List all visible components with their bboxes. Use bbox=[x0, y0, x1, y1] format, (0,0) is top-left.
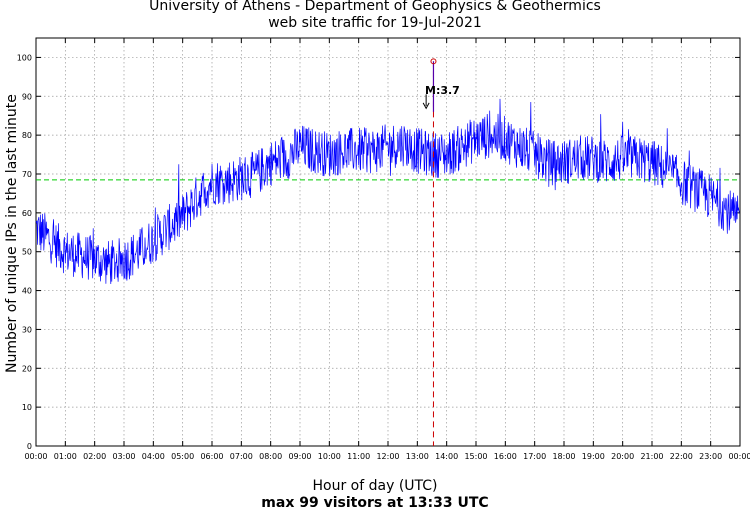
x-tick-label: 14:00 bbox=[435, 452, 458, 461]
y-tick-label: 0 bbox=[27, 442, 32, 451]
x-tick-label: 17:00 bbox=[523, 452, 546, 461]
x-tick-label: 16:00 bbox=[494, 452, 517, 461]
y-tick-label: 10 bbox=[22, 403, 32, 412]
x-tick-label: 03:00 bbox=[112, 452, 135, 461]
x-tick-label: 07:00 bbox=[230, 452, 253, 461]
y-tick-label: 20 bbox=[22, 364, 32, 373]
x-tick-label: 09:00 bbox=[288, 452, 311, 461]
x-tick-label: 18:00 bbox=[552, 452, 575, 461]
y-tick-label: 100 bbox=[17, 53, 32, 62]
y-tick-label: 30 bbox=[22, 325, 32, 334]
x-tick-label: 10:00 bbox=[318, 452, 341, 461]
x-tick-label: 00:00 bbox=[24, 452, 47, 461]
x-tick-label: 00:00 bbox=[728, 452, 750, 461]
y-tick-label: 50 bbox=[22, 248, 32, 257]
x-tick-label: 21:00 bbox=[640, 452, 663, 461]
x-tick-label: 02:00 bbox=[83, 452, 106, 461]
y-tick-label: 60 bbox=[22, 209, 32, 218]
x-axis-label: Hour of day (UTC) bbox=[312, 478, 438, 494]
chart-subtitle: web site traffic for 19-Jul-2021 bbox=[268, 15, 482, 31]
x-tick-label: 15:00 bbox=[464, 452, 487, 461]
x-tick-label: 20:00 bbox=[611, 452, 634, 461]
x-tick-label: 05:00 bbox=[171, 452, 194, 461]
earthquake-label: M:3.7 bbox=[425, 84, 460, 97]
y-tick-label: 80 bbox=[22, 131, 32, 140]
max-marker-circle bbox=[430, 58, 437, 65]
x-tick-label: 13:00 bbox=[406, 452, 429, 461]
x-tick-label: 22:00 bbox=[670, 452, 693, 461]
y-tick-label: 90 bbox=[22, 92, 32, 101]
x-tick-label: 23:00 bbox=[699, 452, 722, 461]
x-tick-label: 12:00 bbox=[376, 452, 399, 461]
max-visitors-footer: max 99 visitors at 13:33 UTC bbox=[261, 495, 489, 511]
y-tick-label: 70 bbox=[22, 170, 32, 179]
x-tick-label: 06:00 bbox=[200, 452, 223, 461]
y-axis-label: Number of unique IPs in the last minute bbox=[4, 94, 20, 373]
x-tick-label: 04:00 bbox=[142, 452, 165, 461]
traffic-series-line bbox=[35, 98, 740, 285]
x-tick-label: 01:00 bbox=[54, 452, 77, 461]
event-arrow-head bbox=[422, 102, 430, 110]
x-tick-label: 08:00 bbox=[259, 452, 282, 461]
x-tick-label: 19:00 bbox=[582, 452, 605, 461]
chart-title: University of Athens - Department of Geo… bbox=[149, 0, 601, 14]
x-tick-label: 11:00 bbox=[347, 452, 370, 461]
y-tick-label: 40 bbox=[22, 287, 32, 296]
